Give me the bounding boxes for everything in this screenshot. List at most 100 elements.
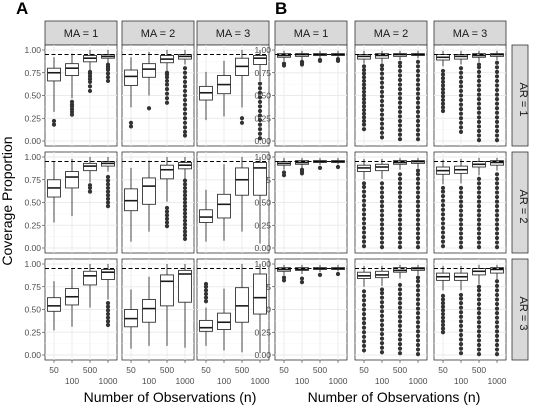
outlier-point [361,67,367,73]
outlier-point [458,190,464,195]
outlier-point [105,301,111,306]
outlier-point [257,136,263,141]
outlier-point [361,71,367,76]
outlier-point [203,281,209,287]
outlier-point [257,81,263,86]
outlier-point [458,310,464,315]
outlier-point [105,204,111,209]
outlier-point [397,114,403,119]
outlier-point [440,244,446,249]
outlier-point [361,97,367,102]
x-tick-label: 100 [217,376,231,386]
outlier-point [476,292,482,298]
outlier-point [415,77,421,83]
outlier-point [458,346,464,351]
outlier-point [494,240,500,245]
outlier-point [281,275,287,280]
outlier-point [105,71,111,76]
outlier-point [458,240,464,245]
outlier-point [361,321,367,326]
outlier-point [317,165,323,171]
outlier-point [415,199,421,204]
box-iqr [490,267,504,274]
outlier-point [415,91,421,96]
row-strip-label: AR = 1 [517,83,529,117]
outlier-point [476,333,482,338]
outlier-point [203,295,209,300]
outlier-point [476,62,482,67]
outlier-point [415,82,421,87]
outlier-point [182,236,188,241]
x-tick-label: 100 [65,376,79,386]
outlier-point [397,332,403,338]
outlier-point [105,182,111,187]
outlier-point [476,208,482,213]
x-tick-label: 1000 [409,376,428,386]
outlier-point [379,67,385,72]
outlier-point [146,106,152,111]
outlier-point [397,208,403,213]
outlier-point [458,337,464,342]
outlier-point [494,97,500,102]
outlier-point [182,125,188,130]
outlier-point [379,295,385,300]
outlier-point [361,93,367,98]
outlier-point [51,118,57,124]
outlier-point [397,341,403,347]
outlier-point [164,87,170,92]
outlier-point [128,124,134,129]
outlier-point [361,302,367,308]
outlier-point [299,59,305,64]
outlier-point [379,71,385,76]
outlier-point [182,178,188,183]
outlier-point [361,289,367,294]
outlier-point [440,101,446,106]
x-tick-label: 50 [438,365,448,375]
outlier-point [379,341,385,346]
y-tick-label: 0.00 [254,136,271,146]
outlier-point [415,338,421,343]
outlier-point [164,82,170,87]
outlier-point [317,57,323,63]
outlier-point [379,135,385,140]
outlier-point [415,324,421,329]
outlier-point [182,133,188,138]
outlier-point [361,104,367,109]
outlier-point [299,167,305,172]
outlier-point [281,61,287,66]
outlier-point [440,308,446,313]
outlier-point [494,320,500,325]
outlier-point [440,301,446,306]
outlier-point [440,293,446,298]
outlier-point [361,78,367,84]
outlier-point [440,76,446,81]
outlier-point [415,222,421,227]
outlier-point [415,118,421,124]
outlier-point [476,181,482,186]
outlier-point [458,235,464,241]
outlier-point [415,231,421,236]
outlier-point [361,334,367,339]
outlier-point [105,193,111,198]
outlier-point [397,123,403,128]
outlier-point [494,235,500,241]
outlier-point [476,106,482,111]
box-iqr [124,69,138,86]
outlier-point [164,70,170,75]
outlier-point [397,109,403,114]
outlier-point [494,338,500,343]
outlier-point [379,235,385,241]
outlier-point [440,207,446,212]
outlier-point [379,313,385,318]
outlier-point [397,87,403,92]
y-tick-label: 0.50 [254,198,271,208]
outlier-point [476,342,482,348]
outlier-point [397,226,403,231]
outlier-point [494,176,500,181]
outlier-point [397,68,403,74]
outlier-point [476,288,482,293]
outlier-point [379,103,385,108]
outlier-point [440,221,446,226]
x-tick-label: 500 [393,365,407,375]
outlier-point [415,194,421,200]
